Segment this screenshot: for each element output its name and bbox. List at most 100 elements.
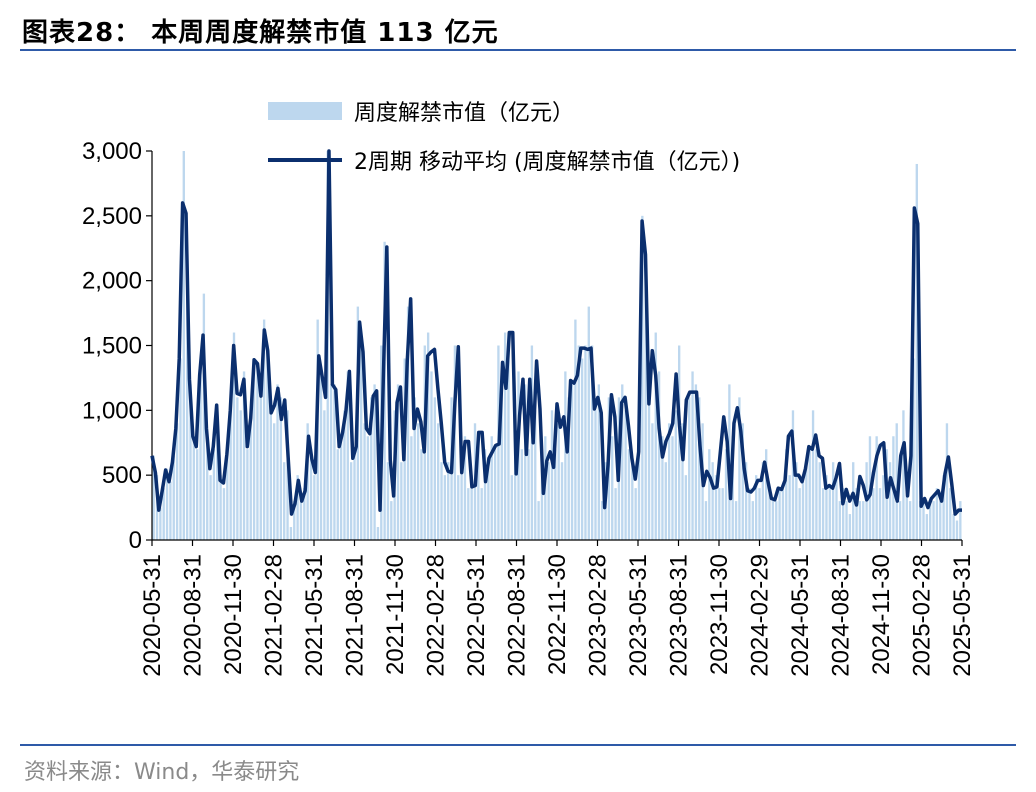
bar	[182, 151, 185, 540]
bar	[437, 423, 440, 540]
x-tick-label: 2020-11-30	[220, 554, 247, 675]
x-tick-label: 2022-02-28	[423, 554, 450, 677]
bar	[309, 449, 313, 540]
bar	[895, 423, 898, 540]
bar	[554, 449, 557, 540]
bar	[949, 488, 952, 540]
x-tick-label: 2025-02-28	[909, 554, 936, 677]
bar	[751, 501, 754, 540]
bar	[246, 449, 249, 540]
bar	[283, 462, 286, 540]
bar	[714, 475, 718, 540]
top-divider	[20, 49, 1016, 51]
bar	[319, 371, 323, 540]
bar	[594, 410, 597, 540]
bar	[831, 462, 835, 540]
bar	[574, 319, 577, 540]
bar	[627, 449, 631, 540]
legend-line-label: 2周期 移动平均 (周度解禁市值（亿元）)	[354, 150, 740, 175]
bar	[363, 423, 366, 540]
bar	[360, 345, 363, 540]
bar	[748, 488, 751, 540]
bar	[952, 514, 955, 540]
bar	[875, 436, 878, 540]
bar	[741, 423, 744, 540]
bar	[189, 384, 192, 540]
bar	[339, 436, 343, 540]
bar	[684, 475, 688, 540]
y-tick-label: 3,000	[82, 138, 142, 165]
bar	[878, 488, 882, 540]
bar	[493, 449, 497, 540]
bar	[718, 488, 721, 540]
bar	[577, 345, 580, 540]
bar	[580, 358, 584, 540]
x-tick-label: 2021-11-30	[382, 554, 409, 675]
bar	[480, 488, 483, 540]
bar	[905, 488, 908, 540]
bar	[226, 449, 229, 540]
bar	[289, 527, 293, 540]
bar	[641, 215, 644, 541]
bar	[293, 501, 296, 540]
bar	[929, 501, 932, 540]
bar	[795, 462, 798, 540]
bar	[935, 488, 939, 540]
bar	[256, 364, 259, 540]
bar	[349, 462, 353, 540]
bar	[818, 462, 821, 540]
bar	[453, 345, 457, 540]
bar	[507, 332, 510, 540]
bar	[785, 449, 788, 540]
x-axis: 2020-05-31 2020-08-31 2020-11-30 2021-02-28…	[139, 539, 976, 677]
y-tick-label: 1,500	[82, 333, 142, 360]
bar	[426, 332, 430, 540]
bar	[922, 501, 925, 540]
bar	[306, 423, 309, 540]
bar	[781, 488, 785, 540]
x-tick-label: 2025-05-31	[949, 554, 976, 677]
bar	[175, 423, 179, 540]
bar	[202, 293, 206, 540]
bar	[400, 462, 403, 540]
x-tick-label: 2023-02-28	[585, 554, 612, 677]
bar	[908, 501, 912, 540]
bar	[219, 475, 222, 540]
x-tick-label: 2024-05-31	[787, 554, 814, 677]
bar	[771, 501, 775, 540]
bar	[765, 449, 768, 540]
legend-bar-swatch	[268, 102, 342, 120]
bar	[196, 449, 199, 540]
x-tick-label: 2022-05-31	[463, 554, 490, 677]
bar	[634, 488, 637, 540]
bar	[775, 501, 778, 540]
bar	[815, 449, 818, 540]
bar	[694, 384, 698, 540]
bar	[463, 436, 467, 540]
bar	[912, 358, 915, 540]
bar	[828, 488, 831, 540]
bar	[724, 449, 728, 540]
bar	[370, 397, 373, 540]
bar	[199, 371, 202, 540]
bar	[805, 462, 808, 540]
bar	[862, 501, 865, 540]
bar	[708, 449, 711, 540]
bar	[169, 481, 172, 540]
bar	[222, 488, 226, 540]
bar	[621, 384, 624, 540]
bar	[249, 410, 252, 540]
bar	[932, 501, 935, 540]
bar	[172, 455, 175, 540]
bar	[209, 475, 212, 540]
bar	[500, 384, 503, 540]
bar	[835, 475, 838, 540]
bar	[470, 475, 473, 540]
bar	[601, 501, 604, 540]
bar	[303, 488, 306, 540]
bar	[758, 488, 761, 540]
x-tick-label: 2022-08-31	[504, 554, 531, 677]
bar	[510, 475, 513, 540]
x-tick-label: 2024-11-30	[868, 554, 895, 675]
bar	[872, 488, 875, 540]
